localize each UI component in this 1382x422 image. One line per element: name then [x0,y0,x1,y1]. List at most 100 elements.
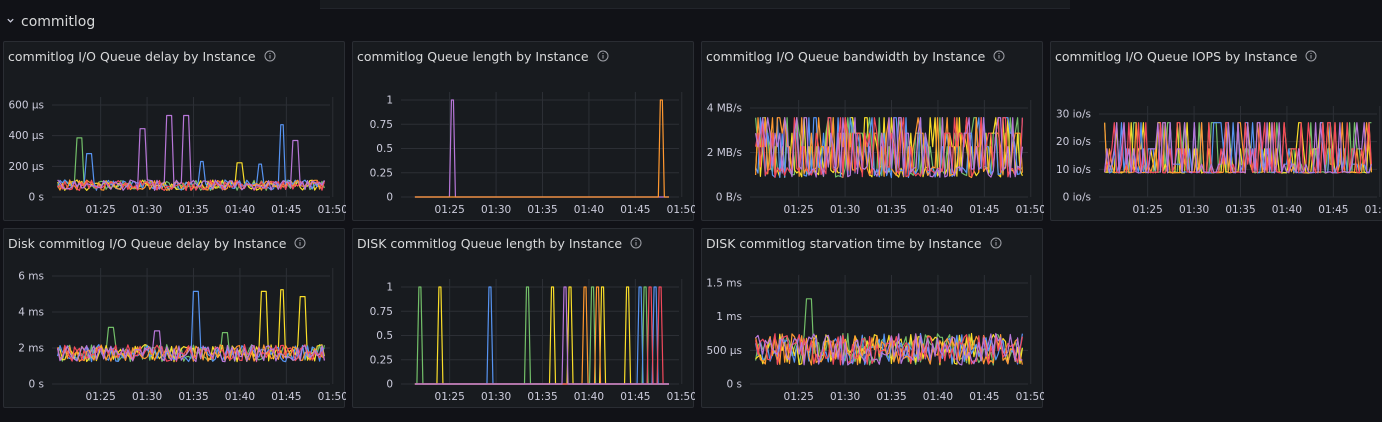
x-tick-label: 01:25 [784,391,814,403]
x-tick-label: 01:30 [481,204,511,216]
x-tick-label: 01:40 [923,391,953,403]
x-tick-label: 01:40 [574,204,604,216]
info-icon[interactable] [993,50,1005,62]
info-icon[interactable] [264,50,276,62]
panel-io-queue-bandwidth[interactable]: commitlog I/O Queue bandwidth by Instanc… [701,41,1044,222]
series-line[interactable] [57,330,325,363]
series-line[interactable] [414,286,669,385]
y-tick-label: 0 io/s [1063,192,1091,204]
panel-header[interactable]: DISK commitlog starvation time by Instan… [702,229,1042,257]
x-tick-label: 01:50 [667,204,695,216]
x-tick-label: 01:30 [830,391,860,403]
info-icon[interactable] [990,237,1002,249]
y-tick-label: 0.5 [376,330,393,342]
y-tick-label: 0.5 [376,143,393,155]
panel-header[interactable]: Disk commitlog I/O Queue delay by Instan… [4,229,344,257]
chevron-down-icon[interactable] [6,16,15,28]
x-tick-label: 01:25 [784,204,814,216]
series-line[interactable] [414,286,669,385]
x-tick-label: 01:25 [86,204,116,216]
panel-io-queue-iops[interactable]: commitlog I/O Queue IOPS by Instance 30 … [1050,41,1382,221]
panel-title[interactable]: DISK commitlog starvation time by Instan… [706,235,982,251]
row-header-commitlog[interactable]: commitlog [6,12,95,32]
x-tick-label: 01:35 [527,204,557,216]
series-line[interactable] [57,114,325,191]
y-tick-label: 0.25 [370,167,393,179]
x-tick-label: 01:45 [1318,204,1348,216]
panel-header[interactable]: commitlog I/O Queue IOPS by Instance [1051,42,1382,70]
panel-header[interactable]: commitlog I/O Queue delay by Instance [4,42,344,70]
info-icon[interactable] [294,237,306,249]
chart-svg[interactable]: 6 ms 4 ms 2 ms 0 s 01:25 01:30 01:35 01:40 01:45… [4,229,346,409]
panel-io-queue-delay[interactable]: commitlog I/O Queue delay by Instance 60… [3,41,346,222]
panel-header[interactable]: commitlog Queue length by Instance [353,42,693,70]
panel-title[interactable]: Disk commitlog I/O Queue delay by Instan… [8,235,287,251]
panel-title[interactable]: commitlog I/O Queue bandwidth by Instanc… [706,48,986,64]
y-tick-label: 200 µs [8,161,44,173]
series-line[interactable] [755,332,1023,366]
series-line[interactable] [755,117,1023,178]
x-tick-label: 01:35 [876,391,906,403]
series-line[interactable] [755,117,1023,179]
y-tick-label: 0 B/s [716,192,742,204]
y-tick-label: 4 MB/s [707,103,742,115]
panel-disk-starvation-time[interactable]: DISK commitlog starvation time by Instan… [701,228,1044,409]
x-tick-label: 01:40 [1272,204,1302,216]
info-icon[interactable] [630,237,642,249]
y-tick-label: 0.25 [370,354,393,366]
panel-queue-length[interactable]: commitlog Queue length by Instance 1 0.75… [352,41,695,222]
x-tick-label: 01:30 [830,204,860,216]
y-tick-label: 0 s [29,192,45,204]
series-line[interactable] [414,99,669,198]
y-tick-label: 600 µs [8,100,44,112]
x-tick-label: 01:30 [132,204,162,216]
series-line[interactable] [755,117,1023,178]
y-tick-label: 0.75 [370,119,393,131]
series-line[interactable] [1104,122,1372,174]
y-tick-label: 0.75 [370,306,393,318]
info-icon[interactable] [597,50,609,62]
x-tick-label: 01:25 [435,204,465,216]
x-tick-label: 01:30 [1179,204,1209,216]
y-tick-label: 20 io/s [1056,136,1091,148]
series-line[interactable] [414,286,669,385]
x-tick-label: 01:50 [667,391,695,403]
y-tick-label: 0 s [727,379,743,391]
y-tick-label: 2 ms [18,343,44,355]
panel-title[interactable]: DISK commitlog Queue length by Instance [357,235,623,251]
panel-title[interactable]: commitlog I/O Queue IOPS by Instance [1055,48,1298,64]
panel-title[interactable]: commitlog I/O Queue delay by Instance [8,48,256,64]
x-tick-label: 01:50 [1016,391,1044,403]
panel-header[interactable]: commitlog I/O Queue bandwidth by Instanc… [702,42,1042,70]
panel-title[interactable]: commitlog Queue length by Instance [357,48,589,64]
x-tick-label: 01:25 [86,391,116,403]
panel-disk-queue-length[interactable]: DISK commitlog Queue length by Instance … [352,228,695,409]
x-tick-label: 01:45 [271,391,301,403]
x-tick-label: 01:30 [132,391,162,403]
chart-svg[interactable]: 600 µs 400 µs 200 µs 0 s 01:25 01:30 01:35 01:4… [4,42,346,222]
chart-svg[interactable]: 1 0.75 0.5 0.25 0 01:25 01:30 01:35 01:40 01:45 01… [353,42,695,222]
panel-header[interactable]: DISK commitlog Queue length by Instance [353,229,693,257]
chart-svg[interactable]: 30 io/s 20 io/s 10 io/s 0 io/s 01:25 01:30 01:… [1051,42,1382,222]
x-tick-label: 01:50 [318,204,346,216]
x-tick-label: 01:40 [923,204,953,216]
top-panel-strip [320,0,1070,9]
chart-svg[interactable]: 1.5 ms 1 ms 500 µs 0 s 01:25 01:30 01:35 01:40 0… [702,229,1044,409]
y-tick-label: 1.5 ms [706,278,742,290]
chart-svg[interactable]: 1 0.75 0.5 0.25 0 01:25 01:30 01:35 01:40 01:45 01… [353,229,695,409]
x-tick-label: 01:35 [527,391,557,403]
x-tick-label: 01:50 [1016,204,1044,216]
y-tick-label: 2 MB/s [707,147,742,159]
x-tick-label: 01:40 [574,391,604,403]
x-tick-label: 01:45 [969,204,999,216]
info-icon[interactable] [1305,50,1317,62]
panel-disk-io-queue-delay[interactable]: Disk commitlog I/O Queue delay by Instan… [3,228,346,409]
x-tick-label: 01:35 [178,204,208,216]
series-line[interactable] [1104,122,1372,174]
y-tick-label: 6 ms [18,271,44,283]
y-tick-label: 4 ms [18,307,44,319]
row-title: commitlog [21,14,96,30]
x-tick-label: 01:35 [178,391,208,403]
y-tick-label: 10 io/s [1056,164,1091,176]
chart-svg[interactable]: 4 MB/s 2 MB/s 0 B/s 01:25 01:30 01:35 01:40 01:… [702,42,1044,222]
